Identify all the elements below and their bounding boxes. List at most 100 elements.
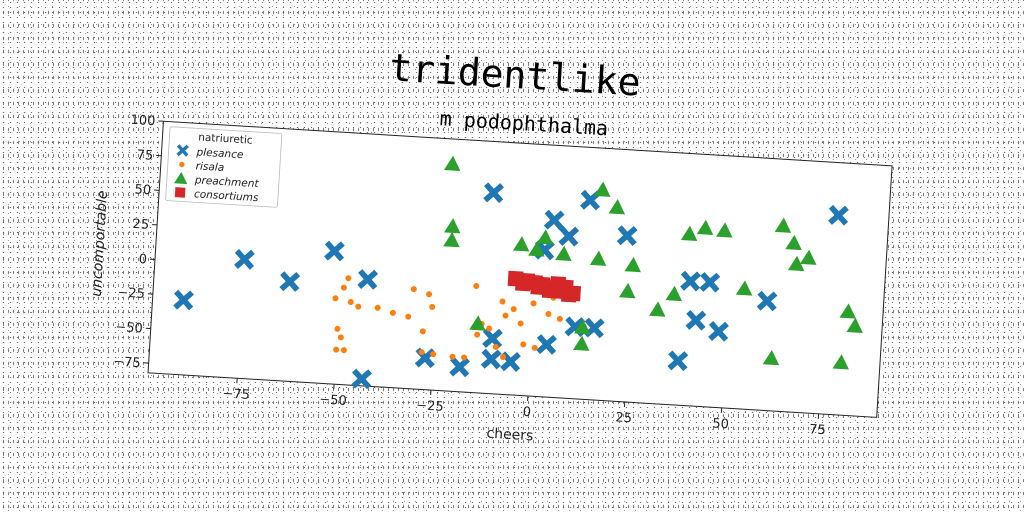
data-point-risala-7 [333, 346, 340, 353]
data-point-preachment-18 [696, 219, 714, 236]
data-point-risala-31 [545, 311, 552, 318]
data-point-plesance-6 [483, 182, 504, 204]
data-point-preachment-0 [443, 155, 461, 172]
data-point-risala-12 [405, 313, 412, 320]
data-point-plesance-4 [357, 269, 379, 290]
x-axis-label: cheers [486, 426, 534, 445]
data-point-risala-23 [492, 343, 499, 350]
legend-box [165, 126, 283, 208]
data-point-preachment-5 [528, 241, 545, 257]
data-point-risala-20 [474, 331, 481, 338]
data-point-risala-32 [556, 315, 563, 322]
data-point-preachment-28 [846, 317, 863, 333]
legend-label-risala: risala [195, 160, 224, 174]
data-point-plesance-2 [279, 271, 301, 292]
data-point-plesance-5 [351, 368, 372, 390]
data-point-risala-8 [340, 347, 347, 354]
data-point-preachment-11 [608, 199, 626, 215]
data-point-plesance-12 [543, 209, 565, 231]
data-point-preachment-2 [443, 231, 460, 248]
data-point-preachment-15 [648, 301, 666, 317]
x-tick-label: 0 [522, 405, 531, 420]
data-point-risala-15 [429, 303, 436, 310]
data-point-risala-1 [340, 284, 347, 291]
data-point-plesance-24 [708, 321, 729, 342]
plot-root: m podophthalma −75 −50 −25 0 25 50 75 100 75 50 25… [89, 106, 893, 445]
data-point-plesance-19 [536, 334, 557, 355]
x-tick-label: 50 [712, 416, 729, 432]
data-point-risala-33 [473, 283, 480, 290]
data-point-preachment-24 [787, 255, 805, 272]
data-point-risala-18 [449, 353, 456, 360]
y-tick-label: 50 [134, 182, 151, 198]
data-point-risala-27 [510, 306, 517, 313]
data-point-preachment-7 [555, 245, 572, 262]
data-point-plesance-14 [558, 225, 580, 247]
legend-label-consortiums: consortiums [194, 188, 260, 204]
chart-subtitle: m podophthalma [439, 106, 609, 140]
data-point-plesance-20 [667, 350, 689, 372]
data-point-preachment-12 [589, 250, 607, 266]
data-point-plesance-0 [173, 289, 194, 311]
data-point-risala-29 [520, 341, 527, 348]
y-tick-label: 0 [138, 252, 147, 267]
y-tick-label: 75 [136, 148, 153, 164]
y-tick-label: −75 [113, 354, 141, 371]
data-point-risala-19 [461, 354, 468, 361]
legend-marker-plesance [176, 144, 189, 157]
data-point-risala-10 [389, 309, 396, 316]
legend-marker-consortiums [174, 187, 186, 198]
plot-area [147, 120, 893, 418]
data-point-risala-26 [500, 354, 507, 361]
data-point-plesance-9 [482, 328, 503, 349]
legend-label-preachment: preachment [194, 174, 260, 190]
data-point-preachment-14 [619, 282, 636, 299]
data-point-consortiums-8 [515, 275, 532, 292]
legend-label-plesance: plesance [195, 146, 243, 161]
data-point-risala-14 [426, 291, 433, 298]
data-point-preachment-3 [469, 315, 486, 331]
data-point-preachment-26 [832, 354, 849, 370]
data-point-plesance-10 [480, 348, 502, 370]
y-tick-label: −25 [117, 285, 145, 302]
data-point-risala-4 [355, 303, 362, 310]
data-point-preachment-20 [735, 280, 753, 296]
y-tick-label: 100 [130, 113, 156, 129]
data-point-preachment-27 [839, 303, 856, 319]
data-point-preachment-22 [774, 217, 792, 233]
legend-marker-preachment [174, 171, 188, 185]
series-consortiums [507, 270, 582, 303]
x-tick-label: 75 [809, 422, 826, 438]
data-point-risala-0 [345, 275, 352, 282]
data-point-risala-9 [374, 304, 381, 311]
chart-title: tridentlike [388, 45, 642, 104]
series-plesance [173, 182, 849, 390]
x-tick-label: −25 [416, 398, 444, 415]
data-point-preachment-4 [512, 236, 530, 252]
data-point-plesance-3 [324, 240, 345, 262]
legend-marker-risala [179, 161, 185, 168]
x-tick-label: 25 [615, 410, 632, 426]
data-point-plesance-1 [234, 249, 255, 270]
data-point-risala-17 [430, 351, 437, 358]
data-point-plesance-25 [756, 290, 778, 312]
legend: natriuretic plesancerisalapreachmentcons… [165, 126, 283, 208]
x-tick-label: −50 [319, 392, 347, 409]
data-point-preachment-25 [799, 249, 817, 265]
data-point-plesance-8 [449, 356, 470, 378]
y-tick-label: 25 [132, 217, 149, 233]
data-point-risala-30 [530, 300, 537, 307]
data-point-preachment-10 [594, 181, 611, 197]
data-point-consortiums-12 [557, 279, 574, 296]
data-point-preachment-17 [680, 225, 698, 241]
y-axis-label: uncomportable [89, 190, 111, 297]
data-point-risala-28 [517, 320, 524, 327]
data-point-preachment-1 [444, 218, 461, 234]
data-point-preachment-9 [572, 335, 590, 351]
data-point-risala-24 [502, 312, 509, 319]
data-point-preachment-21 [762, 349, 780, 366]
data-point-risala-35 [531, 344, 538, 351]
legend-title: natriuretic [198, 131, 253, 146]
